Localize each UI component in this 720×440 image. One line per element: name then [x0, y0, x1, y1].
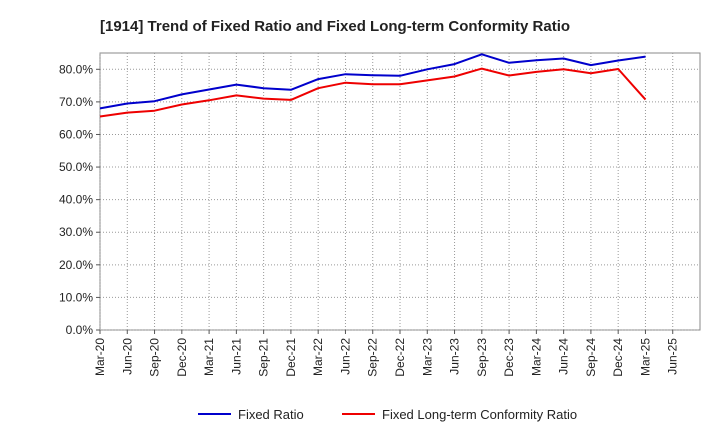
x-tick-label: Dec-21 — [284, 338, 298, 377]
x-tick-label: Jun-25 — [666, 338, 680, 375]
y-tick-label: 30.0% — [59, 225, 93, 239]
x-tick-label: Jun-21 — [229, 338, 243, 375]
x-tick-label: Jun-23 — [448, 338, 462, 375]
y-tick-label: 0.0% — [66, 323, 94, 337]
x-tick-label: Sep-20 — [148, 338, 162, 377]
y-tick-label: 20.0% — [59, 258, 93, 272]
x-tick-label: Jun-22 — [338, 338, 352, 375]
x-tick-label: Sep-21 — [257, 338, 271, 377]
x-tick-label: Jun-24 — [557, 338, 571, 375]
x-tick-label: Dec-24 — [611, 338, 625, 377]
x-tick-label: Mar-25 — [638, 338, 652, 376]
series-line-1 — [99, 53, 646, 110]
x-tick-label: Dec-23 — [502, 338, 516, 377]
x-tick-label: Mar-21 — [202, 338, 216, 376]
x-tick-label: Sep-22 — [366, 338, 380, 377]
x-tick-label: Dec-20 — [175, 338, 189, 377]
y-tick-label: 50.0% — [59, 160, 93, 174]
y-axis: 0.0% 10.0% 20.0% 30.0% 40.0% 50.0% 60.0% 70.0% 8… — [59, 62, 100, 337]
y-tick-label: 40.0% — [59, 193, 93, 207]
y-tick-label: 80.0% — [59, 62, 93, 76]
x-tick-label: Jun-20 — [120, 338, 134, 375]
x-tick-label: Mar-23 — [420, 338, 434, 376]
x-axis: Mar-20 Jun-20 Sep-20 Dec-20 Mar-21 Jun-21 Sep-… — [93, 330, 680, 377]
y-tick-label: 70.0% — [59, 95, 93, 109]
legend: Fixed Ratio Fixed Long-term Conformity Ra… — [198, 407, 577, 422]
x-tick-label: Dec-22 — [393, 338, 407, 377]
x-tick-label: Mar-22 — [311, 338, 325, 376]
x-tick-label: Sep-24 — [584, 338, 598, 377]
series-line-2 — [99, 67, 647, 118]
x-tick-label: Mar-20 — [93, 338, 107, 376]
chart-title: [1914] Trend of Fixed Ratio and Fixed Lo… — [100, 18, 570, 35]
legend-label-1: Fixed Ratio — [238, 407, 304, 422]
y-tick-label: 60.0% — [59, 127, 93, 141]
x-tick-label: Sep-23 — [475, 338, 489, 377]
y-tick-label: 10.0% — [59, 290, 93, 304]
series-lines — [99, 53, 647, 118]
legend-label-2: Fixed Long-term Conformity Ratio — [382, 407, 577, 422]
x-tick-label: Mar-24 — [529, 338, 543, 376]
gridlines — [99, 53, 700, 331]
